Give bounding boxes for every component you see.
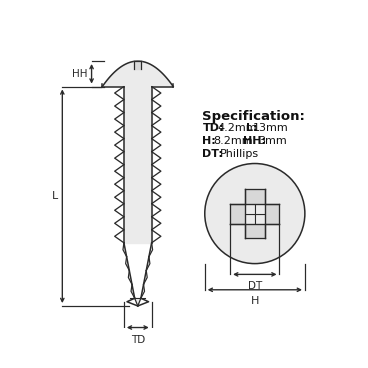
Text: 3mm: 3mm	[259, 136, 287, 146]
Text: DT: DT	[248, 280, 262, 291]
Circle shape	[205, 163, 305, 263]
Text: 13mm: 13mm	[253, 123, 289, 133]
Polygon shape	[124, 86, 152, 243]
Polygon shape	[255, 204, 265, 213]
Text: H:: H:	[202, 136, 216, 146]
Text: L:: L:	[245, 123, 257, 133]
Polygon shape	[134, 61, 141, 69]
Text: HH: HH	[71, 69, 87, 79]
Polygon shape	[245, 189, 265, 238]
Text: 4.2mm: 4.2mm	[218, 123, 258, 133]
Polygon shape	[245, 213, 255, 224]
Text: TD:: TD:	[202, 123, 224, 133]
Polygon shape	[230, 204, 279, 224]
Text: 8.2mm: 8.2mm	[213, 136, 253, 146]
Text: HH:: HH:	[243, 136, 266, 146]
Polygon shape	[245, 204, 255, 213]
Polygon shape	[135, 298, 141, 306]
Text: L: L	[52, 191, 58, 201]
Text: Specification:: Specification:	[202, 110, 305, 123]
Text: Phillips: Phillips	[219, 149, 259, 159]
Polygon shape	[255, 213, 265, 224]
Text: TD: TD	[131, 335, 145, 345]
Text: DT:: DT:	[202, 149, 223, 159]
Text: H: H	[251, 296, 259, 306]
Polygon shape	[102, 61, 173, 86]
